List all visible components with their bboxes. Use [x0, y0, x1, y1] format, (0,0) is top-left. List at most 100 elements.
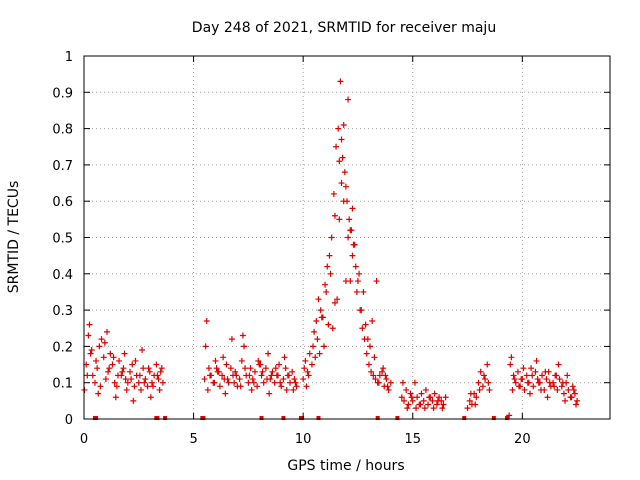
data-point — [327, 270, 334, 277]
y-axis-label: SRMTID / TECUs — [6, 181, 22, 294]
data-point — [420, 397, 427, 404]
data-point — [290, 386, 297, 393]
x-axis: 0 5 10 15 20 — [80, 56, 531, 447]
data-point — [529, 372, 536, 379]
data-point — [341, 169, 348, 176]
data-point — [292, 379, 299, 386]
gap-marker — [259, 416, 264, 420]
data-point — [365, 361, 372, 368]
data-point — [153, 361, 160, 368]
gap-marker — [491, 416, 496, 420]
data-point — [127, 368, 134, 375]
y-tick-label: 0.9 — [52, 86, 73, 101]
data-point — [156, 386, 163, 393]
data-point — [479, 383, 486, 390]
data-point — [213, 365, 220, 372]
grid-lines — [84, 56, 610, 419]
data-point — [293, 383, 300, 390]
data-point — [220, 354, 227, 361]
data-point — [212, 357, 219, 364]
data-point — [373, 278, 380, 285]
data-point — [375, 379, 382, 386]
data-point — [442, 394, 449, 401]
data-point — [311, 328, 318, 335]
data-point — [158, 365, 165, 372]
data-point — [372, 376, 379, 383]
data-point — [287, 379, 294, 386]
gap-marker — [155, 416, 160, 420]
data-point — [121, 350, 128, 357]
data-point — [383, 376, 390, 383]
data-point — [385, 386, 392, 393]
data-point — [345, 234, 352, 241]
data-point — [278, 383, 285, 390]
data-point — [135, 379, 142, 386]
data-point — [128, 376, 135, 383]
data-point — [430, 405, 437, 412]
x-axis-label: GPS time / hours — [287, 458, 404, 474]
data-point — [249, 376, 256, 383]
data-point — [417, 401, 424, 408]
y-tick-label: 0.2 — [52, 340, 73, 355]
data-series — [81, 78, 581, 420]
data-point — [528, 365, 535, 372]
chart-title: Day 248 of 2021, SRMTID for receiver maj… — [192, 20, 496, 36]
data-point — [228, 336, 235, 343]
data-point — [564, 372, 571, 379]
data-point — [340, 198, 347, 205]
gap-marker — [201, 416, 206, 420]
data-point — [245, 379, 252, 386]
data-point — [514, 368, 521, 375]
data-point — [349, 205, 356, 212]
gap-marker — [300, 416, 305, 420]
data-point — [289, 368, 296, 375]
data-point — [369, 317, 376, 324]
data-point — [291, 376, 298, 383]
data-point — [258, 372, 265, 379]
y-tick-label: 0 — [65, 413, 73, 428]
data-point — [518, 376, 525, 383]
data-point — [269, 368, 276, 375]
data-point — [142, 376, 149, 383]
data-point — [308, 361, 315, 368]
data-point — [316, 350, 323, 357]
data-point — [530, 383, 537, 390]
data-point — [147, 394, 154, 401]
data-point — [139, 347, 146, 354]
data-point — [398, 394, 405, 401]
data-point — [342, 183, 349, 190]
data-point — [426, 394, 433, 401]
data-point — [328, 234, 335, 241]
data-point — [317, 307, 324, 314]
data-point — [433, 401, 440, 408]
data-point — [148, 379, 155, 386]
data-point — [100, 354, 107, 361]
data-point — [224, 376, 231, 383]
data-point — [88, 347, 95, 354]
data-point — [523, 372, 530, 379]
data-point — [155, 376, 162, 383]
data-point — [265, 350, 272, 357]
gap-marker — [395, 416, 400, 420]
data-point — [257, 361, 264, 368]
data-point — [336, 158, 343, 165]
data-point — [543, 376, 550, 383]
data-point — [556, 376, 563, 383]
data-point — [94, 365, 101, 372]
data-point — [353, 288, 360, 295]
x-tick-label: 5 — [189, 432, 197, 447]
data-point — [434, 397, 441, 404]
data-point — [141, 379, 148, 386]
data-point — [85, 332, 92, 339]
data-point — [431, 390, 438, 397]
data-point — [507, 361, 514, 368]
data-point — [535, 379, 542, 386]
y-tick-label: 0.8 — [52, 123, 73, 138]
data-point — [130, 397, 137, 404]
data-point — [140, 365, 147, 372]
data-point — [574, 397, 581, 404]
data-point — [114, 372, 121, 379]
data-point — [562, 397, 569, 404]
data-point — [247, 365, 254, 372]
